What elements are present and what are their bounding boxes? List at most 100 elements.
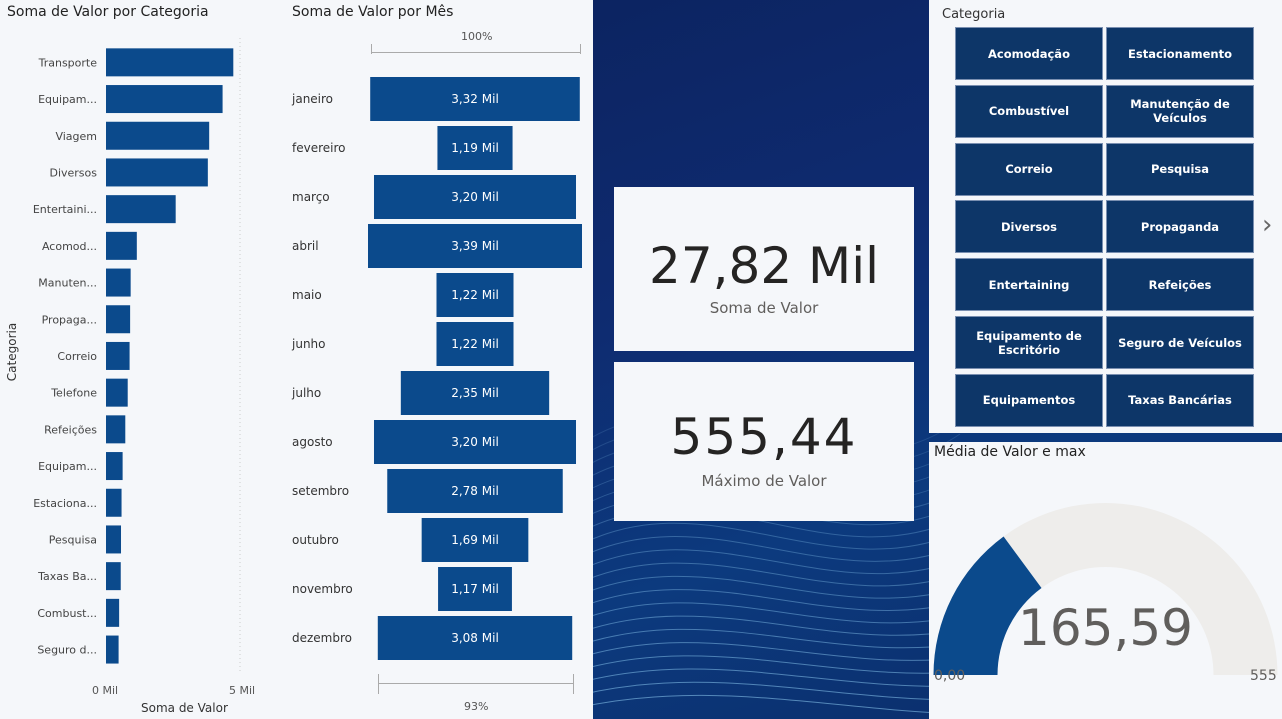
month-bar <box>436 273 514 317</box>
category-chart-title: Soma de Valor por Categoria <box>7 4 209 20</box>
category-label: Correio <box>57 350 97 363</box>
category-bar <box>106 452 123 481</box>
month-value-label: 1,22 Mil <box>451 337 499 351</box>
month-value-label: 2,78 Mil <box>451 484 499 498</box>
kpi-sum-value: 27,82 Mil <box>649 237 879 295</box>
month-bar <box>368 224 582 268</box>
value-axis-title: Soma de Valor <box>141 701 228 715</box>
month-bar <box>421 518 529 562</box>
gauge-title: Média de Valor e max <box>934 444 1086 460</box>
month-label: maio <box>292 288 322 302</box>
background-wave-line <box>559 628 961 653</box>
month-label: agosto <box>292 435 333 449</box>
month-label: março <box>292 190 330 204</box>
background-wave-line <box>559 589 961 617</box>
category-bar <box>106 415 126 444</box>
slicer-tile[interactable]: Refeições <box>1106 258 1254 312</box>
month-label: junho <box>291 337 326 351</box>
month-label: novembro <box>292 582 353 596</box>
funnel-top-percent: 100% <box>461 30 493 43</box>
slicer-tile[interactable]: Taxas Bancárias <box>1106 373 1254 427</box>
gauge-fill <box>933 536 1042 675</box>
kpi-max-card: 555,44 Máximo de Valor <box>614 362 914 521</box>
month-bar <box>373 175 577 219</box>
month-chart-panel: Soma de Valor por Mês 100% 3,32 Mil janei… <box>285 0 593 719</box>
month-value-label: 1,19 Mil <box>451 141 499 155</box>
category-bar <box>106 48 234 77</box>
month-chart-title: Soma de Valor por Mês <box>292 4 454 20</box>
gauge-chart <box>933 503 1278 675</box>
category-label: Diversos <box>49 166 97 179</box>
month-bar <box>370 77 580 121</box>
month-label: fevereiro <box>292 141 346 155</box>
x-tick-5: 5 Mil <box>229 684 256 697</box>
month-value-label: 1,22 Mil <box>451 288 499 302</box>
category-label: Equipam... <box>38 460 97 473</box>
category-label: Pesquisa <box>49 533 97 546</box>
month-funnel-chart: 3,32 Mil janeiro 1,19 Mil fevereiro 3,20 Mil… <box>291 77 582 660</box>
gauge-min-label: 0,00 <box>934 668 966 684</box>
funnel-bottom-bracket <box>378 674 574 694</box>
slicer-tile[interactable]: Propaganda <box>1106 200 1254 254</box>
category-bar <box>106 268 131 297</box>
category-label: Manuten... <box>38 277 97 290</box>
category-bar <box>106 562 121 591</box>
month-value-label: 1,17 Mil <box>451 582 499 596</box>
month-label: abril <box>292 239 319 253</box>
gauge-panel: Média de Valor e max 165,59 0,00 555 <box>929 442 1282 719</box>
background-wave-line <box>559 668 961 689</box>
slicer-next-icon[interactable]: › <box>1262 210 1273 240</box>
category-bar <box>106 488 122 517</box>
background-wave-line <box>559 536 961 569</box>
funnel-top-bracket <box>371 44 581 54</box>
category-bar-chart: Transporte Equipam... Viagem Diversos Entert… <box>33 38 241 672</box>
category-bar <box>106 635 119 664</box>
slicer-tile[interactable]: Manutenção de Veículos <box>1106 84 1254 138</box>
category-chart-panel: Soma de Valor por Categoria Categoria Tr… <box>0 0 285 719</box>
slicer-tile[interactable]: Diversos <box>955 200 1103 254</box>
slicer-tile[interactable]: Equipamento de Escritório <box>955 316 1103 369</box>
background-wave-line <box>559 575 961 605</box>
kpi-max-value: 555,44 <box>670 408 858 466</box>
x-tick-0: 0 Mil <box>92 684 119 697</box>
category-label: Equipam... <box>38 93 97 106</box>
slicer-tile[interactable]: Entertaining <box>955 258 1103 312</box>
slicer-tile[interactable]: Estacionamento <box>1106 27 1254 80</box>
month-value-label: 3,20 Mil <box>451 190 499 204</box>
slicer-tile[interactable]: Combustível <box>955 84 1103 138</box>
month-bar <box>436 322 514 366</box>
month-value-label: 3,39 Mil <box>451 239 499 253</box>
category-label: Refeições <box>44 423 97 436</box>
slicer-title: Categoria <box>942 7 1006 22</box>
slicer-tile[interactable]: Acomodação <box>955 27 1103 80</box>
gauge-value: 165,59 <box>1018 599 1193 657</box>
category-label: Propaga... <box>42 313 97 326</box>
month-label: outubro <box>292 533 339 547</box>
month-label: janeiro <box>291 92 333 106</box>
slicer-tile[interactable]: Equipamentos <box>955 373 1103 427</box>
category-label: Telefone <box>50 387 97 400</box>
month-label: julho <box>291 386 321 400</box>
month-bar <box>387 469 563 513</box>
slicer-tile[interactable]: Pesquisa <box>1106 142 1254 196</box>
month-label: dezembro <box>292 631 352 645</box>
month-value-label: 3,08 Mil <box>451 631 499 645</box>
background-wave-line <box>559 549 961 581</box>
background-wave-line <box>559 602 961 629</box>
category-label: Viagem <box>55 130 97 143</box>
gauge-track <box>933 503 1278 675</box>
category-bar <box>106 341 130 370</box>
slicer-tile[interactable]: Seguro de Veículos <box>1106 316 1254 369</box>
month-bar <box>437 126 513 170</box>
kpi-sum-card: 27,82 Mil Soma de Valor <box>614 187 914 351</box>
background-wave-line <box>559 655 961 677</box>
background-wave-line <box>559 642 961 665</box>
background-wave-line <box>559 681 961 701</box>
funnel-bottom-percent: 93% <box>464 700 489 713</box>
background-wave-line <box>559 615 961 641</box>
month-value-label: 3,32 Mil <box>451 92 499 106</box>
background-wave-line <box>559 694 961 715</box>
category-label: Entertaini... <box>33 203 97 216</box>
category-bar <box>106 195 176 224</box>
slicer-tile[interactable]: Correio <box>955 142 1103 196</box>
